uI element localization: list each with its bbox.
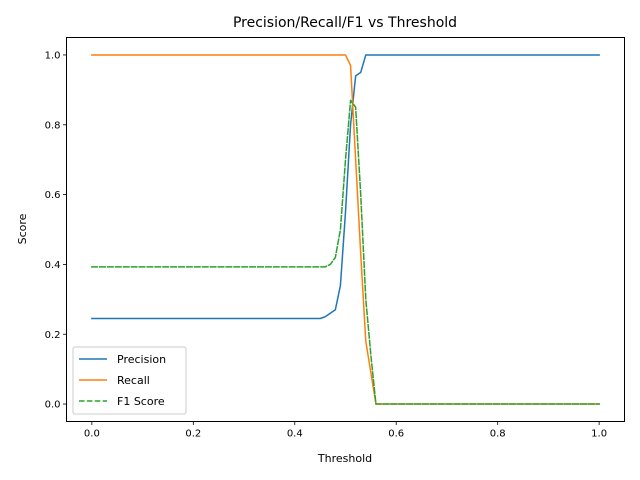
f1-score-legend-label: F1 Score — [117, 395, 165, 408]
legend: Precision Recall F1 Score — [72, 346, 187, 415]
x-axis-ticks: 0.0 0.2 0.4 0.6 0.8 1.0 — [84, 421, 607, 440]
precision-line — [91, 54, 600, 320]
y-tick-label: 0.2 — [45, 330, 61, 341]
plot-lines — [91, 54, 600, 405]
x-tick-label: 0.6 — [388, 429, 404, 440]
x-tick-label: 0.2 — [185, 429, 201, 440]
f1-score-line — [91, 99, 600, 405]
y-axis-ticks: 0.0 0.2 0.4 0.6 0.8 1.0 — [45, 51, 67, 411]
plot-frame — [66, 37, 625, 422]
y-tick-label: 0.6 — [45, 190, 61, 201]
precision-legend-label: Precision — [117, 353, 166, 366]
recall-legend-label: Recall — [117, 374, 150, 387]
y-tick-label: 0.8 — [45, 120, 61, 131]
chart-title: Precision/Recall/F1 vs Threshold — [233, 15, 457, 31]
y-tick-label: 1.0 — [45, 51, 61, 62]
y-tick-label: 0.0 — [45, 400, 61, 411]
y-axis-label: Score — [16, 213, 29, 244]
legend-box — [72, 346, 187, 415]
x-tick-label: 0.8 — [490, 429, 506, 440]
x-tick-label: 0.4 — [287, 429, 303, 440]
x-tick-label: 0.0 — [84, 429, 100, 440]
x-axis-label: Threshold — [317, 452, 372, 465]
y-tick-label: 0.4 — [45, 260, 61, 271]
x-tick-label: 1.0 — [591, 429, 607, 440]
